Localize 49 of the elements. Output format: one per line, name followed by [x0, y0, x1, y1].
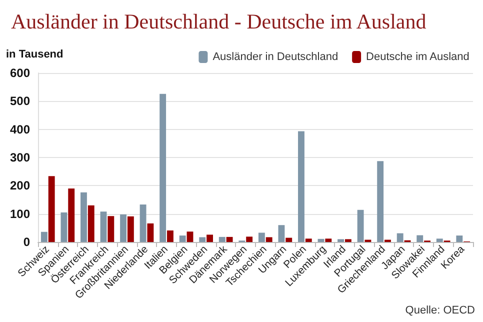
bar [100, 212, 107, 242]
bar [344, 239, 352, 242]
bar [278, 225, 285, 242]
bar [377, 161, 384, 242]
bar [60, 212, 68, 242]
y-axis-title: in Tausend [6, 48, 64, 60]
bar [396, 233, 404, 242]
bar [318, 238, 324, 242]
bar [179, 236, 186, 242]
bar [199, 237, 206, 242]
bar [305, 238, 312, 242]
bar [88, 205, 94, 242]
y-tick-label: 600 [10, 66, 30, 80]
bar [325, 238, 332, 242]
bar [108, 216, 114, 242]
bar [456, 236, 463, 242]
bar [298, 131, 304, 242]
bar [338, 239, 344, 242]
y-tick-label: 400 [10, 122, 30, 136]
y-tick-label: 100 [10, 206, 30, 221]
bar [416, 235, 424, 242]
chart-title: Ausländer in Deutschland - Deutsche im Ausland [11, 10, 427, 34]
legend-label: Ausländer in Deutschland [212, 51, 338, 63]
bar [186, 232, 194, 242]
bar [147, 223, 154, 242]
bar [266, 237, 272, 242]
y-tick-label: 300 [10, 150, 30, 164]
bar [246, 236, 253, 242]
bar [48, 176, 55, 242]
bar [357, 210, 364, 242]
bar [68, 188, 75, 242]
bar [127, 216, 134, 242]
bar [80, 192, 87, 242]
y-tick-label: 0 [23, 235, 30, 249]
bar [286, 238, 292, 242]
bar [206, 234, 213, 242]
bar [167, 230, 174, 242]
bar [218, 236, 226, 242]
y-tick-label: 200 [10, 178, 30, 193]
bar [258, 232, 265, 242]
bar [160, 94, 166, 242]
bar [40, 232, 48, 242]
bar [120, 214, 126, 242]
legend-label: Deutsche im Ausland [366, 51, 470, 63]
bar [140, 204, 146, 242]
bar [436, 238, 443, 242]
y-tick-label: 500 [10, 94, 30, 108]
source-note: Quelle: OECD [405, 304, 476, 316]
bar [226, 236, 233, 242]
